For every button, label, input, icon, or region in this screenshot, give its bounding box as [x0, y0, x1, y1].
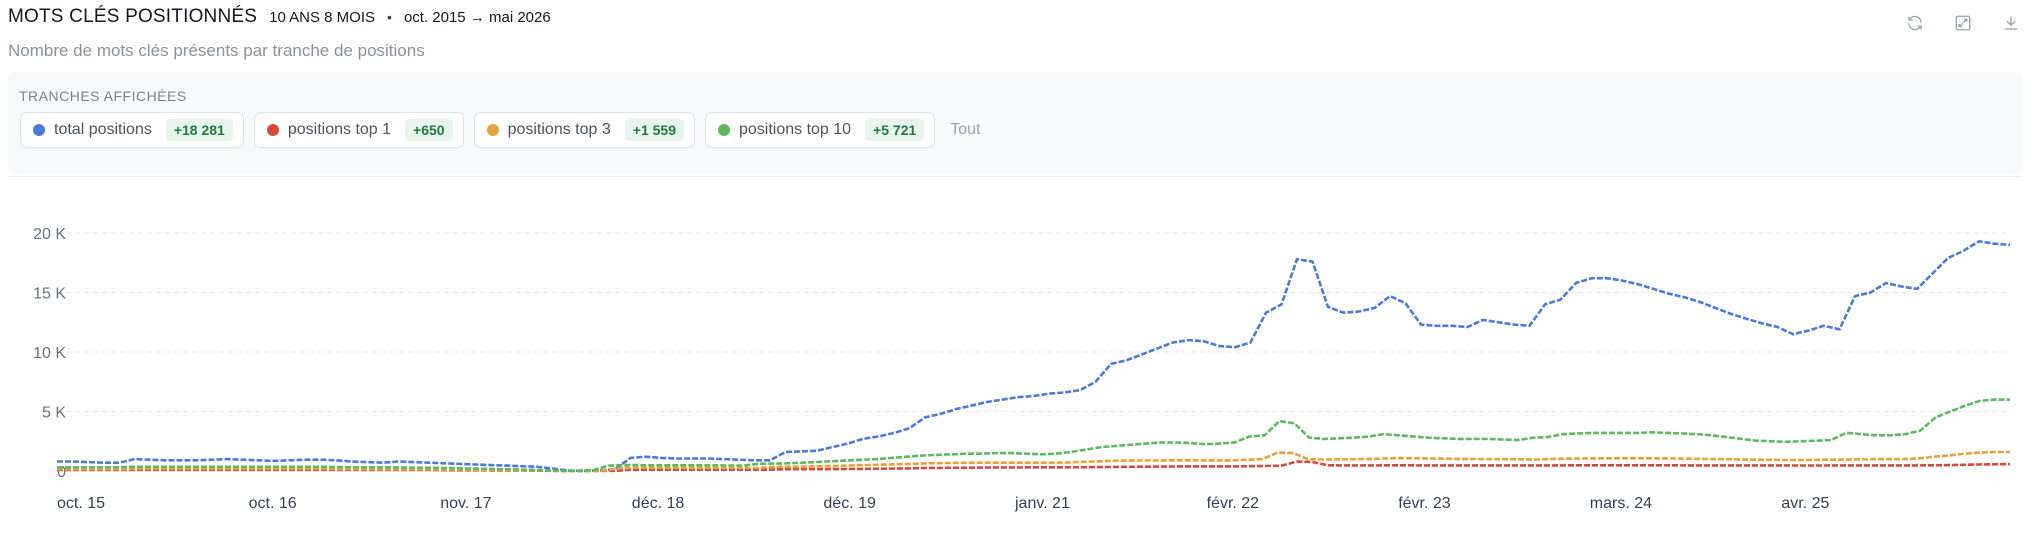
chip-delta: +18 281: [165, 119, 233, 141]
chip-label: positions top 10: [738, 121, 852, 138]
series-lines: [57, 239, 2011, 473]
refresh-icon: [1908, 15, 1922, 31]
x-tick-label: janv. 21: [1014, 495, 1070, 512]
separator-dot: •: [387, 9, 392, 25]
chart-header: MOTS CLÉS POSITIONNÉS 10 ANS 8 MOIS • oc…: [8, 6, 2032, 62]
x-tick-label: févr. 23: [1398, 495, 1451, 512]
expand-icon: [1955, 15, 1971, 31]
title-row: MOTS CLÉS POSITIONNÉS 10 ANS 8 MOIS • oc…: [8, 6, 2032, 28]
x-tick-label: déc. 19: [823, 495, 876, 512]
chip-positions-top-1[interactable]: positions top 1 +650: [253, 112, 464, 148]
download-icon: [2004, 16, 2018, 30]
chip-label: positions top 1: [287, 121, 392, 138]
chip-delta: +650: [405, 119, 453, 141]
series-color-dot: [717, 124, 730, 136]
chart-title: MOTS CLÉS POSITIONNÉS: [8, 6, 258, 27]
expand-button[interactable]: [1952, 12, 1974, 34]
y-tick-label: 5 K: [42, 405, 66, 422]
refresh-button[interactable]: [1904, 12, 1926, 34]
series-chips: total positions +18 281 positions top 1 …: [20, 112, 981, 148]
period-length: 10 ANS 8 MOIS: [269, 9, 376, 26]
x-tick-label: oct. 15: [57, 495, 105, 512]
period-range: oct. 2015 → mai 2026: [403, 9, 551, 26]
chip-total-positions[interactable]: total positions +18 281: [20, 112, 244, 148]
series-line-total-positions: [57, 239, 2011, 473]
x-tick-label: avr. 25: [1781, 495, 1829, 512]
y-tick-label: 0: [57, 464, 66, 481]
series-line-positions-top-10: [57, 398, 2010, 473]
keywords-line-chart: 0 5 K 10 K 15 K 20 K oct. 15 oct. 16 nov. 17 dé…: [33, 226, 2011, 512]
chip-positions-top-10[interactable]: positions top 10 +5 721: [704, 112, 936, 148]
x-tick-label: févr. 22: [1207, 495, 1260, 512]
chart-subtitle: Nombre de mots clés présents par tranche…: [8, 41, 425, 60]
x-tick-label: oct. 16: [249, 495, 297, 512]
x-tick-label: déc. 18: [632, 495, 685, 512]
download-button[interactable]: [2000, 12, 2022, 34]
y-tick-label: 20 K: [33, 226, 66, 243]
filter-label: TRANCHES AFFICHÉES: [19, 88, 187, 104]
x-tick-label: nov. 17: [440, 495, 491, 512]
chip-label: positions top 3: [507, 121, 611, 138]
y-tick-label: 15 K: [33, 286, 66, 303]
chip-delta: +5 721: [865, 119, 925, 141]
chip-label: total positions: [54, 121, 152, 138]
series-color-dot: [486, 124, 499, 136]
select-all-link[interactable]: Tout: [950, 121, 981, 138]
panel-divider: [8, 176, 2022, 177]
chip-positions-top-3[interactable]: positions top 3 +1 559: [473, 112, 695, 148]
y-tick-label: 10 K: [33, 345, 66, 362]
chart-toolbar: [1904, 12, 2022, 34]
x-tick-label: mars. 24: [1590, 495, 1652, 512]
series-line-positions-top-3: [57, 450, 2010, 473]
series-color-dot: [33, 124, 45, 136]
series-color-dot: [266, 124, 279, 136]
series-filter-panel: TRANCHES AFFICHÉES total positions +18 2…: [8, 72, 2022, 174]
grid-lines: [57, 232, 2010, 412]
x-axis: oct. 15 oct. 16 nov. 17 déc. 18 déc. 19 janv.…: [57, 495, 1830, 512]
y-axis: 0 5 K 10 K 15 K 20 K: [33, 226, 66, 481]
chip-delta: +1 559: [624, 119, 684, 141]
